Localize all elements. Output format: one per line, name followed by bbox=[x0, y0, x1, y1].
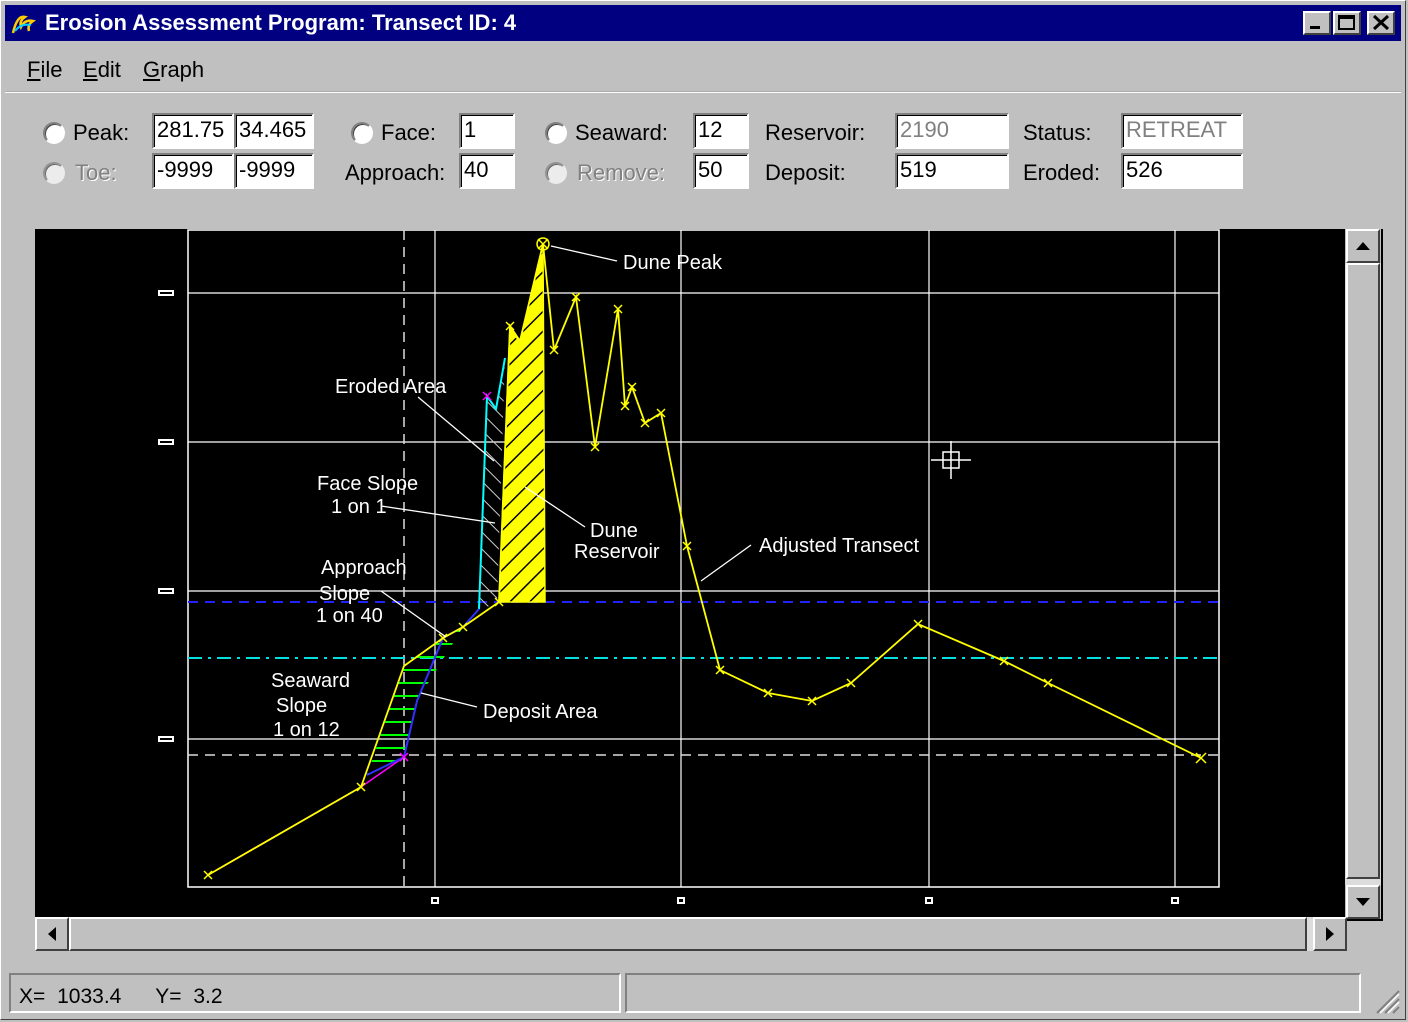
seaward-slope-annotation-2: Slope bbox=[276, 695, 327, 717]
y-coord-label: Y= bbox=[155, 985, 182, 1008]
dune-reservoir-annotation: Dune bbox=[590, 520, 638, 542]
original-vertices bbox=[399, 391, 492, 762]
face-slope-annotation: Face Slope bbox=[317, 473, 418, 495]
status-bar: X= 1033.4 Y= 3.2 bbox=[9, 971, 1401, 1017]
peak-y-field[interactable]: 34.465 bbox=[234, 113, 314, 149]
resize-grip-icon[interactable] bbox=[1371, 985, 1401, 1015]
scroll-left-button[interactable] bbox=[35, 917, 69, 951]
eroded-label: Eroded: bbox=[1023, 160, 1101, 185]
x-coord-value: 1033.4 bbox=[57, 985, 122, 1008]
menu-bar: File Edit Graph bbox=[5, 43, 1401, 93]
eroded-area-annotation: Eroded Area bbox=[335, 376, 447, 398]
toe-radio[interactable] bbox=[43, 162, 65, 184]
face-radio[interactable] bbox=[351, 122, 373, 144]
approach-label: Approach: bbox=[345, 160, 446, 185]
menu-edit[interactable]: Edit bbox=[83, 57, 121, 82]
close-icon bbox=[1372, 14, 1390, 31]
menu-graph[interactable]: Graph bbox=[143, 57, 205, 82]
face-slope-value-annotation: 1 on 1 bbox=[331, 496, 387, 518]
deposit-field[interactable]: 519 bbox=[895, 153, 1009, 189]
transect-vertices bbox=[203, 292, 1207, 880]
scroll-right-button[interactable] bbox=[1313, 917, 1347, 951]
approach-slope-value-annotation: 1 on 40 bbox=[316, 605, 383, 627]
face-field[interactable]: 1 bbox=[459, 113, 515, 149]
approach-field[interactable]: 40 bbox=[459, 153, 515, 189]
face-label: Face: bbox=[381, 120, 437, 145]
scroll-up-button[interactable] bbox=[1346, 229, 1380, 263]
peak-label: Peak: bbox=[73, 120, 130, 145]
y-coord-value: 3.2 bbox=[193, 985, 223, 1008]
window-title: Erosion Assessment Program: Transect ID:… bbox=[45, 10, 517, 35]
transect-graph[interactable]: Dune Peak Eroded Area Face Slope 1 on 1 … bbox=[35, 229, 1383, 921]
vertical-scroll-thumb[interactable] bbox=[1346, 263, 1380, 879]
status-label: Status: bbox=[1023, 120, 1092, 145]
adjusted-transect-annotation: Adjusted Transect bbox=[759, 535, 920, 557]
vertical-scrollbar[interactable] bbox=[1345, 229, 1381, 919]
adjusted-transect-line bbox=[207, 243, 1202, 876]
arrow-up-icon bbox=[1356, 242, 1370, 250]
remove-field[interactable]: 50 bbox=[693, 153, 749, 189]
minimize-icon bbox=[1310, 26, 1320, 29]
seaward-field[interactable]: 12 bbox=[693, 113, 749, 149]
close-button[interactable] bbox=[1367, 11, 1395, 35]
seaward-slope-value-annotation: 1 on 12 bbox=[273, 719, 340, 741]
menu-file[interactable]: File bbox=[27, 57, 63, 82]
horizontal-scrollbar[interactable] bbox=[35, 917, 1347, 951]
reservoir-label: Reservoir: bbox=[765, 120, 866, 145]
axis-ticks bbox=[158, 290, 1179, 904]
eroded-field[interactable]: 526 bbox=[1121, 153, 1243, 189]
annotation-leaders bbox=[380, 245, 752, 708]
plot-border bbox=[187, 229, 1220, 888]
toe-y-field[interactable]: -9999 bbox=[234, 153, 314, 189]
seaward-slope-annotation: Seaward bbox=[271, 670, 350, 692]
crosshair-cursor-icon bbox=[931, 441, 971, 479]
arrow-left-icon bbox=[48, 927, 56, 941]
arrow-right-icon bbox=[1326, 927, 1334, 941]
maximize-button[interactable] bbox=[1333, 11, 1361, 35]
seaward-label: Seaward: bbox=[575, 120, 668, 145]
approach-slope-annotation-2: Slope bbox=[319, 583, 370, 605]
toe-x-field[interactable]: -9999 bbox=[152, 153, 234, 189]
coordinate-readout: X= 1033.4 Y= 3.2 bbox=[9, 973, 621, 1013]
deposit-area-annotation: Deposit Area bbox=[483, 701, 598, 723]
reservoir-field: 2190 bbox=[895, 113, 1009, 149]
deposit-label: Deposit: bbox=[765, 160, 846, 185]
scroll-down-button[interactable] bbox=[1346, 885, 1380, 919]
seaward-radio[interactable] bbox=[545, 122, 567, 144]
horizontal-scroll-thumb[interactable] bbox=[69, 917, 1307, 951]
dune-reservoir-annotation-2: Reservoir bbox=[574, 541, 660, 563]
toe-label: Toe: bbox=[75, 160, 117, 185]
arrow-down-icon bbox=[1356, 898, 1370, 906]
peak-x-field[interactable]: 281.75 bbox=[152, 113, 234, 149]
deposit-area bbox=[367, 627, 463, 775]
approach-slope-annotation: Approach bbox=[321, 557, 407, 579]
status-field: RETREAT bbox=[1121, 113, 1243, 149]
status-message-panel bbox=[625, 973, 1361, 1013]
transect-plot[interactable]: Dune Peak Eroded Area Face Slope 1 on 1 … bbox=[35, 229, 1345, 919]
eroded-face-line bbox=[478, 357, 506, 610]
minimize-button[interactable] bbox=[1303, 11, 1331, 35]
peak-radio[interactable] bbox=[43, 122, 65, 144]
x-coord-label: X= bbox=[19, 985, 46, 1008]
maximize-icon bbox=[1338, 15, 1355, 30]
dune-peak-annotation: Dune Peak bbox=[623, 252, 723, 274]
title-bar[interactable]: Erosion Assessment Program: Transect ID:… bbox=[5, 5, 1401, 41]
grid-lines bbox=[188, 230, 1219, 887]
eroded-area bbox=[479, 358, 505, 609]
remove-radio[interactable] bbox=[545, 162, 567, 184]
dune-peak-cross bbox=[537, 238, 549, 250]
remove-label: Remove: bbox=[577, 160, 666, 185]
dune-peak-marker bbox=[536, 237, 550, 251]
wave-app-icon bbox=[11, 15, 37, 34]
